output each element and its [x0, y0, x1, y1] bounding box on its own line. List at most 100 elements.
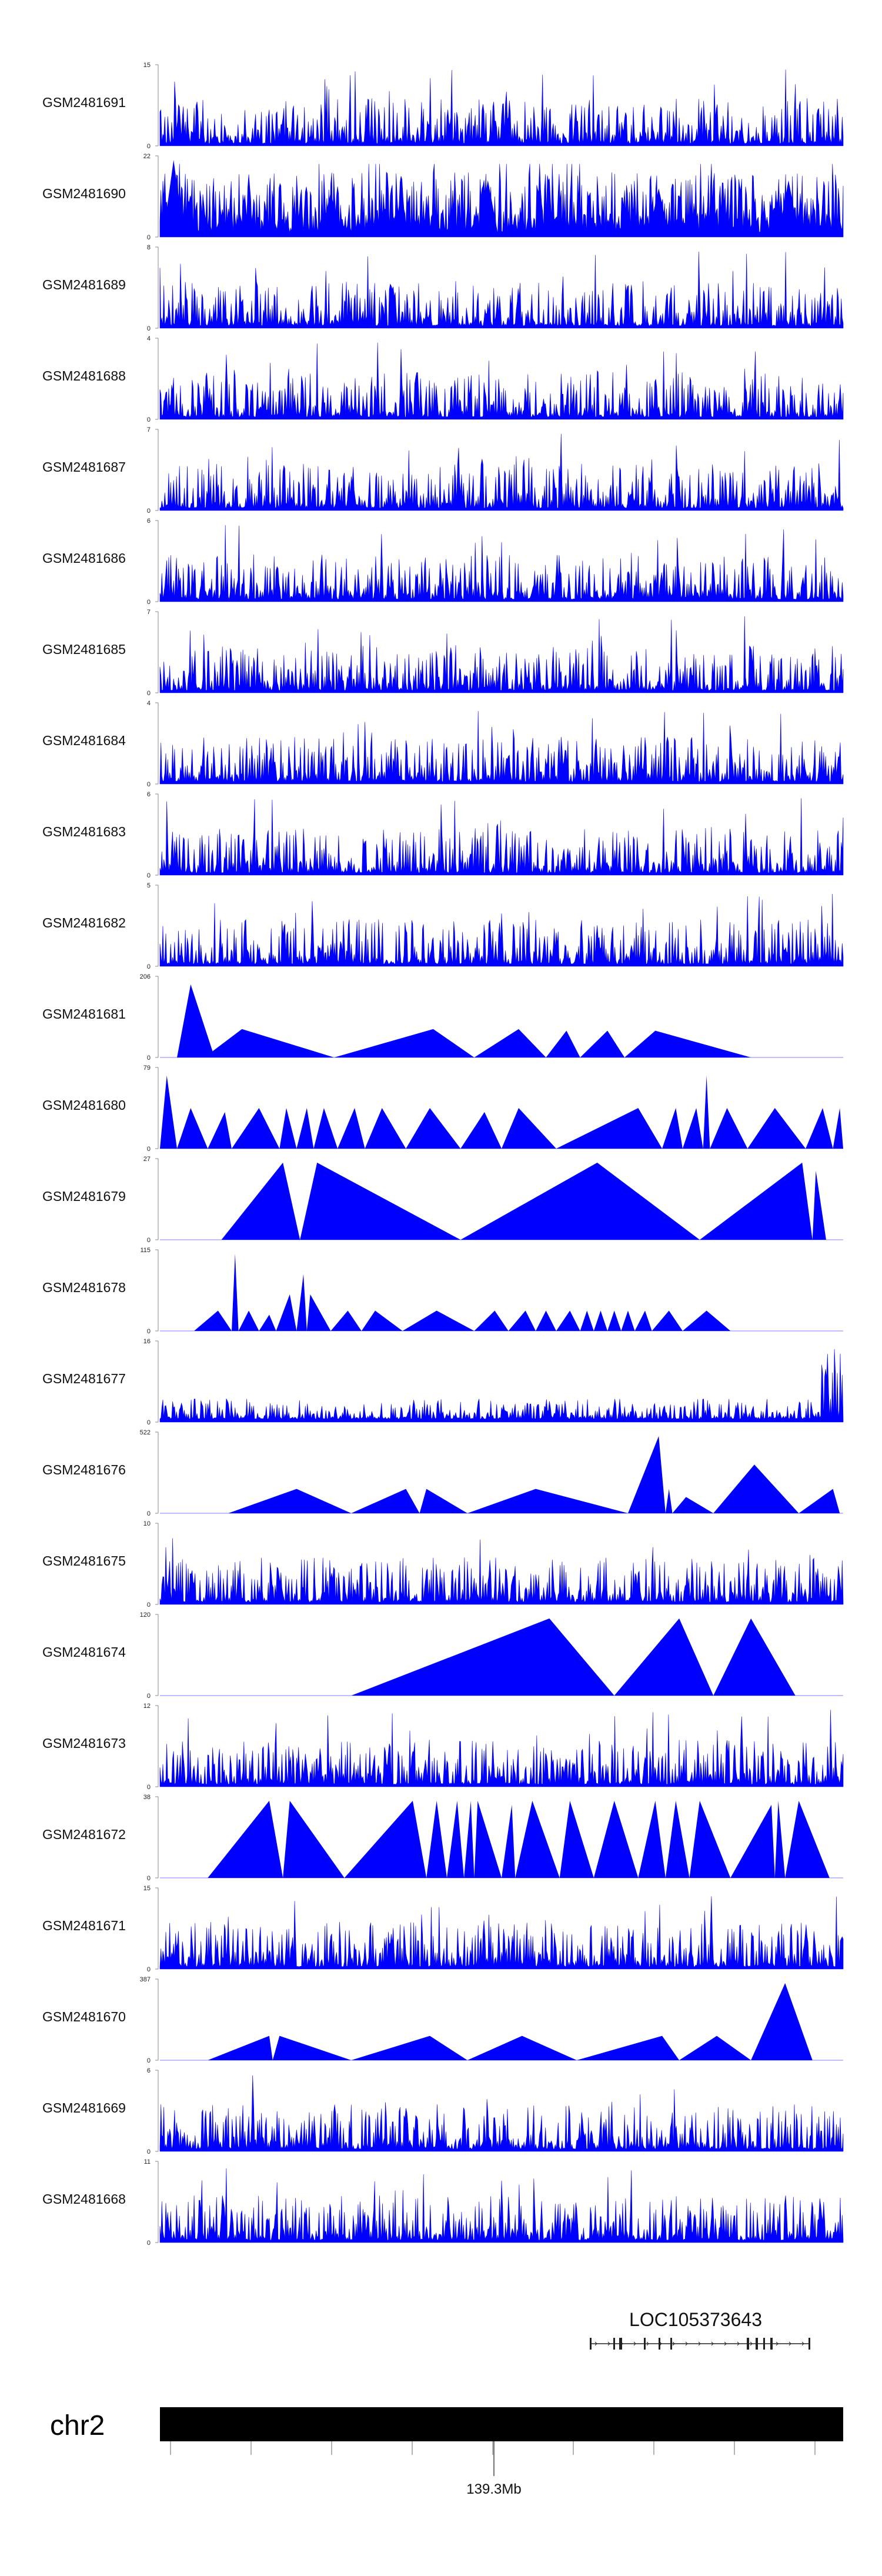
- signal-peak: [338, 1108, 365, 1149]
- signal-peak: [556, 1310, 580, 1331]
- y-max-label: 15: [143, 1885, 151, 1892]
- signal-peak: [365, 1108, 406, 1149]
- y-max-label: 8: [147, 244, 151, 251]
- track-gsm2481687: GSM2481687 7 0: [42, 426, 844, 515]
- signal-peak: [259, 1314, 276, 1331]
- signal-peak: [682, 1310, 731, 1331]
- signal-area: [159, 1349, 844, 1423]
- strand-arrow: [607, 2341, 610, 2346]
- signal-peak: [593, 1800, 639, 1878]
- track-gsm2481681: GSM2481681 206 0: [42, 973, 843, 1062]
- signal-peak: [208, 2036, 273, 2060]
- track-gsm2481679: GSM2481679 27 0: [42, 1156, 843, 1244]
- signal-peak: [665, 1800, 690, 1878]
- gene-exon: [644, 2338, 646, 2350]
- y-max-label: 4: [147, 700, 151, 707]
- chromosome-label: chr2: [50, 2410, 105, 2441]
- strand-arrow: [698, 2341, 701, 2346]
- strand-arrow: [763, 2341, 766, 2346]
- y-max-label: 15: [143, 62, 151, 69]
- y-min-label: 0: [147, 1693, 151, 1700]
- signal-peak: [556, 1108, 663, 1149]
- track-gsm2481691: GSM2481691 15 0: [42, 62, 844, 150]
- signal-peak: [652, 1310, 683, 1331]
- track-gsm2481672: GSM2481672 38 0: [42, 1794, 843, 1882]
- y-max-label: 6: [147, 2067, 151, 2074]
- y-min-label: 0: [147, 325, 151, 332]
- gene-exon: [763, 2338, 765, 2350]
- signal-peak: [334, 1029, 475, 1057]
- y-min-label: 0: [147, 1875, 151, 1882]
- gene-exon: [613, 2338, 615, 2350]
- y-max-label: 387: [140, 1976, 151, 1983]
- signal-peak: [638, 1800, 666, 1878]
- signal-peak: [160, 1075, 178, 1149]
- signal-peak: [580, 1030, 625, 1057]
- signal-peak: [812, 1170, 826, 1240]
- signal-area: [159, 616, 844, 693]
- y-min-label: 0: [147, 690, 151, 697]
- signal-peak: [296, 1274, 307, 1331]
- track-gsm2481678: GSM2481678 115 0: [42, 1247, 843, 1335]
- signal-peak: [536, 1310, 556, 1331]
- signal-peak: [177, 984, 215, 1057]
- y-min-label: 0: [147, 2240, 151, 2247]
- signal-area: [159, 2168, 844, 2243]
- signal-peak: [279, 1108, 297, 1149]
- track-label: GSM2481681: [42, 1006, 126, 1022]
- signal-peak: [627, 1436, 666, 1513]
- signal-area: [159, 1896, 844, 1970]
- y-min-label: 0: [147, 2057, 151, 2064]
- signal-area: [159, 893, 844, 967]
- track-gsm2481675: GSM2481675 10 0: [42, 1520, 844, 1609]
- genome-axis: [170, 2441, 816, 2455]
- signal-peak: [713, 1464, 799, 1513]
- y-min-label: 0: [147, 1146, 151, 1153]
- signal-peak: [665, 1489, 673, 1513]
- signal-peak: [576, 2036, 680, 2060]
- signal-peak: [283, 1800, 345, 1878]
- y-min-label: 0: [147, 1237, 151, 1244]
- y-max-label: 10: [143, 1520, 151, 1527]
- signal-peak: [747, 1108, 806, 1149]
- track-gsm2481674: GSM2481674 120 0: [42, 1611, 843, 1700]
- signal-peak: [177, 1108, 208, 1149]
- signal-peak: [194, 1310, 232, 1331]
- y-max-label: 115: [140, 1247, 151, 1254]
- signal-peak: [344, 1800, 427, 1878]
- y-min-label: 0: [147, 599, 151, 606]
- track-label: GSM2481690: [42, 186, 126, 201]
- signal-peak: [402, 1310, 475, 1331]
- signal-area: [159, 710, 844, 785]
- signal-peak: [426, 1800, 447, 1878]
- signal-peak: [580, 1310, 594, 1331]
- strand-arrow: [685, 2341, 688, 2346]
- signal-peak: [351, 1489, 420, 1513]
- signal-peak: [204, 1029, 335, 1057]
- track-label: GSM2481677: [42, 1371, 126, 1386]
- track-gsm2481669: GSM2481669 6 0: [42, 2067, 844, 2155]
- signal-peak: [621, 1310, 635, 1331]
- track-gsm2481683: GSM2481683 6 0: [42, 791, 844, 879]
- strand-arrow: [737, 2341, 740, 2346]
- strand-arrow: [750, 2341, 753, 2346]
- signal-peak: [634, 1310, 652, 1331]
- y-max-label: 7: [147, 609, 151, 616]
- track-gsm2481688: GSM2481688 4 0: [42, 335, 844, 423]
- signal-peak: [799, 1489, 840, 1513]
- signal-peak: [614, 1618, 714, 1696]
- strand-arrow: [633, 2341, 636, 2346]
- signal-peak: [806, 1108, 833, 1149]
- y-max-label: 206: [140, 973, 151, 980]
- signal-area: [159, 251, 844, 329]
- track-label: GSM2481685: [42, 642, 126, 657]
- gene-label: LOC105373643: [629, 2309, 762, 2330]
- y-min-label: 0: [147, 1784, 151, 1791]
- track-label: GSM2481671: [42, 1918, 126, 1933]
- y-max-label: 522: [140, 1429, 151, 1436]
- signal-peak: [221, 1162, 300, 1240]
- strand-arrow: [789, 2341, 791, 2346]
- chromosome-ideogram: chr2 139.3Mb: [50, 2407, 843, 2497]
- signal-peak: [232, 1108, 280, 1149]
- signal-peak: [460, 1162, 700, 1240]
